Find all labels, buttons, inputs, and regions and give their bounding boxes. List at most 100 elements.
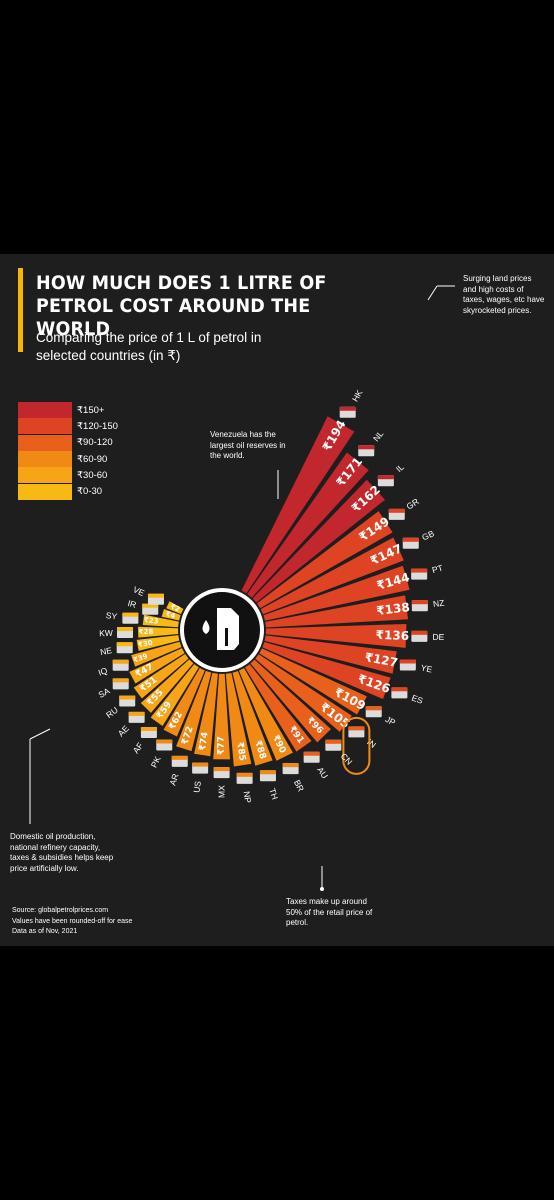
- legend-label: ₹0-30: [77, 486, 103, 498]
- country-code: SY: [105, 610, 118, 621]
- legend-item: ₹150+: [18, 402, 118, 419]
- flag-stripe: [236, 772, 253, 777]
- nozzle-slot: [225, 628, 228, 646]
- bar-pk: [163, 667, 205, 737]
- value-label: ₹127: [364, 650, 399, 670]
- country-code: IQ: [97, 665, 109, 678]
- country-code: IR: [127, 598, 138, 610]
- bar-gr: [257, 511, 393, 609]
- flag-stripe: [402, 537, 419, 542]
- bar-ir: [161, 609, 181, 621]
- value-label: ₹74: [198, 731, 211, 751]
- flag-stripe: [325, 739, 342, 744]
- flag-stripe: [411, 568, 428, 573]
- legend-swatch: [18, 418, 72, 435]
- note-us: Domestic oil production, national refine…: [10, 832, 114, 873]
- country-code: US: [191, 780, 203, 794]
- bar-il: [252, 479, 386, 603]
- flag-stripe: [339, 406, 356, 411]
- flag-stripe: [303, 751, 320, 756]
- country-code: NE: [99, 645, 113, 657]
- value-label: ₹30: [137, 639, 153, 650]
- bar-nz: [265, 595, 409, 628]
- chart-subtitle: Comparing the price of 1 L of petrol in …: [36, 330, 262, 363]
- infographic-panel: ₹194 HK ₹171 NL ₹162 IL ₹149 GR ₹147 GB ₹144 PT ₹138…: [0, 254, 554, 946]
- bar-ar: [176, 670, 212, 752]
- note-in: Taxes make up around 50% of the retail p…: [286, 897, 373, 927]
- bar-hk: [241, 416, 355, 594]
- chart-title: HOW MUCH DOES 1 LITRE OF PETROL COST ARO…: [36, 272, 327, 340]
- flag-stripe: [365, 706, 382, 711]
- bar-ye: [264, 635, 397, 674]
- country-code: PK: [149, 754, 163, 769]
- flag-stripe: [128, 711, 145, 716]
- flag-stripe: [112, 659, 129, 664]
- country-code: DE: [432, 632, 444, 642]
- flag-stripe: [112, 678, 129, 683]
- bar-sa: [129, 648, 185, 684]
- legend-swatch: [18, 451, 72, 468]
- legend-item: ₹60-90: [18, 451, 118, 468]
- fuel-nozzle-icon: [202, 608, 239, 650]
- country-code: AR: [167, 772, 180, 786]
- value-label: ₹23: [143, 616, 159, 626]
- country-code: SA: [97, 686, 112, 700]
- flag-stripe: [358, 445, 375, 450]
- country-code: NL: [371, 428, 386, 443]
- bar-nl: [247, 452, 369, 598]
- source-note: Source: globalpetrolprices.com Values ha…: [12, 906, 132, 938]
- legend-item: ₹0-30: [18, 483, 118, 500]
- country-code: VE: [131, 584, 146, 598]
- flag-stripe: [116, 627, 133, 632]
- source-line: Source: globalpetrolprices.com: [12, 907, 109, 914]
- bar-sy: [142, 614, 179, 628]
- radial-bar-chart: ₹194HK₹171NL₹162IL₹149GR₹147GB₹144PT₹138…: [29, 285, 455, 891]
- legend-item: ₹30-60: [18, 467, 118, 484]
- bar-th: [232, 671, 273, 766]
- legend-label: ₹150+: [77, 404, 105, 416]
- flag-stripe: [192, 762, 209, 767]
- rounding-line: Values have been rounded-off for ease: [12, 917, 133, 925]
- leader-us-1: [29, 728, 51, 740]
- bar-af: [150, 664, 199, 726]
- legend-item: ₹90-120: [18, 434, 118, 451]
- value-label: ₹85: [234, 742, 247, 762]
- title-accent-bar: [18, 268, 23, 352]
- legend-item: ₹120-150: [18, 418, 118, 435]
- price-legend: ₹150+ ₹120-150 ₹90-120 ₹60-90 ₹30-60 ₹0-30: [18, 402, 118, 500]
- country-code: JP: [384, 714, 398, 728]
- country-code: AE: [116, 723, 131, 738]
- flag-stripe: [391, 687, 408, 692]
- bar-de: [265, 623, 407, 648]
- bar-ne: [136, 635, 180, 651]
- flag-stripe: [348, 726, 365, 731]
- country-code: ES: [410, 693, 424, 706]
- flag-stripe: [259, 770, 276, 775]
- country-code: BR: [292, 778, 306, 793]
- bar-ae: [140, 659, 194, 713]
- bar-br: [238, 668, 293, 761]
- flag-stripe: [142, 603, 159, 608]
- country-code: CN: [339, 751, 355, 767]
- note-hk: Surging land prices and high costs of ta…: [463, 274, 545, 315]
- country-code: PT: [431, 563, 444, 576]
- highlight-outline: [342, 716, 371, 775]
- bar-mx: [213, 673, 231, 760]
- flag-stripe: [147, 593, 164, 598]
- bar-iq: [131, 641, 182, 667]
- bar-pt: [263, 565, 410, 621]
- bar-es: [262, 641, 391, 700]
- flag-stripe: [388, 508, 405, 513]
- date-line: Data as of Nov, 2021: [12, 928, 78, 935]
- country-code: NZ: [432, 598, 444, 609]
- country-code: AU: [315, 765, 330, 780]
- country-code: YE: [420, 663, 433, 675]
- value-label: ₹138: [376, 600, 411, 618]
- flag-stripe: [122, 612, 139, 617]
- bar-np: [225, 672, 252, 767]
- bar-jp: [259, 648, 367, 715]
- bar-gb: [260, 537, 404, 615]
- country-code: HK: [350, 388, 365, 404]
- flag-stripe: [140, 726, 157, 731]
- country-code: RU: [104, 705, 120, 720]
